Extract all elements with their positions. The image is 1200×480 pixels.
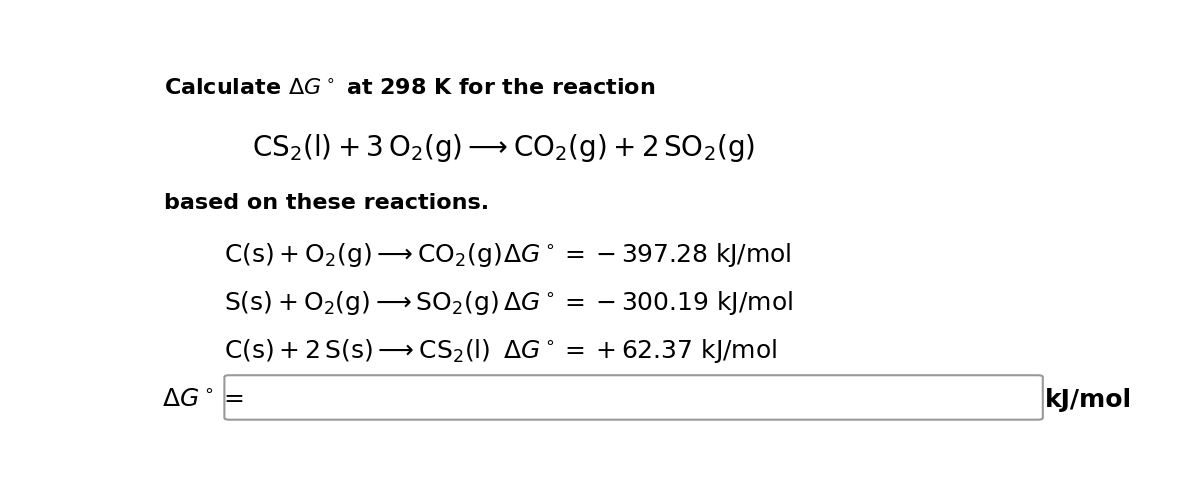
Text: $\mathrm{S(s) + O_2(g) \longrightarrow SO_2(g)}$: $\mathrm{S(s) + O_2(g) \longrightarrow S…	[224, 288, 499, 316]
Text: based on these reactions.: based on these reactions.	[164, 192, 490, 213]
FancyBboxPatch shape	[224, 375, 1043, 420]
Text: $\mathrm{C(s) + O_2(g) \longrightarrow CO_2(g)}$: $\mathrm{C(s) + O_2(g) \longrightarrow C…	[224, 240, 503, 268]
Text: $\Delta G^\circ = +62.37\text{ kJ/mol}$: $\Delta G^\circ = +62.37\text{ kJ/mol}$	[504, 336, 778, 365]
Text: $\mathrm{C(s) + 2\,S(s) \longrightarrow CS_2(l)}$: $\mathrm{C(s) + 2\,S(s) \longrightarrow …	[224, 336, 491, 364]
Text: $\mathrm{CS_2(l) + 3\,O_2(g) \longrightarrow CO_2(g) + 2\,SO_2(g)}$: $\mathrm{CS_2(l) + 3\,O_2(g) \longrighta…	[252, 132, 755, 164]
Text: kJ/mol: kJ/mol	[1045, 387, 1132, 411]
Text: $\Delta G^\circ = -300.19\text{ kJ/mol}$: $\Delta G^\circ = -300.19\text{ kJ/mol}$	[504, 288, 793, 316]
Text: Calculate $\Delta G^\circ$ at 298 K for the reaction: Calculate $\Delta G^\circ$ at 298 K for …	[164, 78, 655, 98]
Text: $\Delta G^\circ = -397.28\text{ kJ/mol}$: $\Delta G^\circ = -397.28\text{ kJ/mol}$	[504, 240, 792, 268]
Text: $\Delta G^\circ =$: $\Delta G^\circ =$	[162, 387, 244, 411]
